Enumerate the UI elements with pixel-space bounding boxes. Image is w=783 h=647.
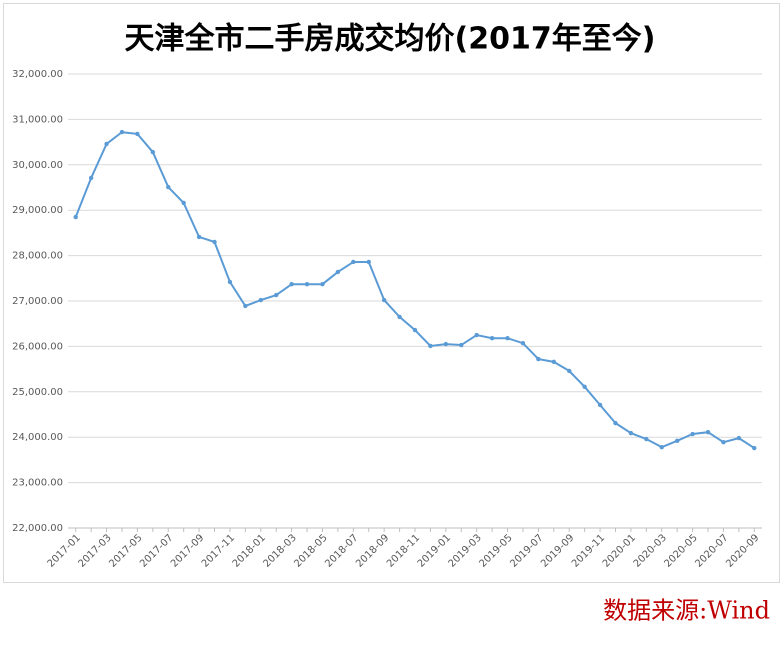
y-tick-label: 27,000.00 xyxy=(12,296,63,307)
data-point xyxy=(73,214,78,220)
y-tick-label: 25,000.00 xyxy=(12,387,63,398)
chart-border xyxy=(3,3,780,583)
data-point xyxy=(428,343,433,349)
data-point xyxy=(320,282,325,287)
data-point xyxy=(474,332,479,338)
data-point xyxy=(721,439,726,445)
data-point xyxy=(443,341,449,347)
data-point xyxy=(119,129,125,135)
data-point xyxy=(397,314,402,320)
data-point xyxy=(381,297,387,303)
data-point xyxy=(536,356,541,362)
data-point xyxy=(258,297,263,303)
data-point xyxy=(752,445,757,451)
data-point xyxy=(181,200,186,206)
data-point xyxy=(304,282,310,287)
data-point xyxy=(289,282,294,287)
data-point xyxy=(597,402,603,408)
y-tick-label: 28,000.00 xyxy=(12,251,63,262)
y-tick-label: 24,000.00 xyxy=(12,432,63,443)
data-point xyxy=(212,239,217,245)
data-point xyxy=(135,131,140,137)
data-point xyxy=(489,336,495,341)
y-tick-label: 22,000.00 xyxy=(12,523,63,534)
data-point xyxy=(412,327,418,333)
data-point xyxy=(227,279,233,285)
data-point xyxy=(335,269,341,275)
y-tick-label: 23,000.00 xyxy=(12,478,63,489)
data-point xyxy=(690,431,695,437)
data-point xyxy=(736,435,742,441)
data-point xyxy=(366,259,371,265)
data-point xyxy=(520,341,526,346)
data-point xyxy=(567,368,572,374)
data-point xyxy=(613,420,618,426)
data-point xyxy=(659,444,664,450)
data-point xyxy=(505,336,510,341)
y-tick-label: 26,000.00 xyxy=(12,341,63,352)
data-point xyxy=(551,359,556,365)
data-point xyxy=(166,184,171,190)
data-point xyxy=(582,384,587,390)
y-tick-label: 30,000.00 xyxy=(12,160,63,171)
data-point xyxy=(196,234,202,240)
data-point xyxy=(644,436,649,442)
data-point xyxy=(274,292,279,298)
data-point xyxy=(459,342,464,348)
data-point xyxy=(628,430,634,436)
y-tick-label: 31,000.00 xyxy=(12,114,63,125)
data-point xyxy=(674,438,680,444)
chart-title: 天津全市二手房成交均价(2017年至今) xyxy=(125,22,656,57)
data-point xyxy=(705,430,711,435)
data-point xyxy=(104,141,109,147)
y-tick-label: 29,000.00 xyxy=(12,205,63,216)
data-point xyxy=(351,259,356,265)
data-point xyxy=(88,175,94,181)
data-point xyxy=(150,149,156,155)
source-note: 数据来源:Wind xyxy=(603,597,770,625)
data-point xyxy=(243,303,248,309)
y-tick-label: 32,000.00 xyxy=(12,69,63,80)
